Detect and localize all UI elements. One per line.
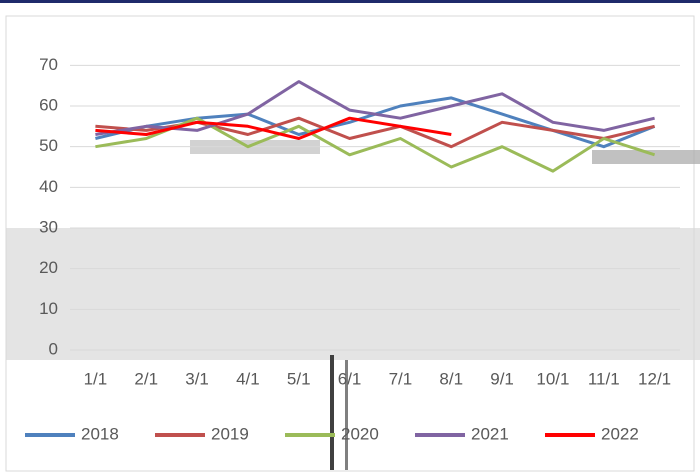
legend-label: 2022: [601, 424, 639, 443]
glitch-block: [592, 150, 700, 164]
series-line: [95, 116, 452, 140]
x-tick-label: 10/1: [536, 369, 569, 388]
glitch-block: [6, 228, 700, 360]
x-tick-label: 6/1: [338, 369, 362, 388]
glitch-bar: [345, 360, 348, 470]
y-tick-label: 70: [39, 55, 58, 74]
y-tick-label: 20: [39, 258, 58, 277]
x-tick-label: 5/1: [287, 369, 311, 388]
y-tick-label: 0: [49, 339, 58, 358]
y-tick-label: 60: [39, 95, 58, 114]
x-tick-label: 12/1: [638, 369, 671, 388]
x-tick-label: 8/1: [439, 369, 463, 388]
x-tick-label: 3/1: [185, 369, 209, 388]
x-tick-label: 4/1: [236, 369, 260, 388]
legend-label: 2018: [81, 424, 119, 443]
y-tick-label: 10: [39, 299, 58, 318]
y-tick-label: 50: [39, 136, 58, 155]
y-tick-label: 40: [39, 177, 58, 196]
y-tick-label: 30: [39, 217, 58, 236]
x-tick-label: 11/1: [588, 369, 620, 388]
series-line: [95, 80, 655, 136]
legend-label: 2019: [211, 424, 249, 443]
x-tick-label: 2/1: [134, 369, 158, 388]
x-tick-label: 9/1: [490, 369, 514, 388]
top-border: [0, 0, 700, 3]
series-line: [95, 116, 656, 173]
legend-label: 2020: [341, 424, 379, 443]
glitch-bar: [330, 355, 334, 470]
legend-label: 2021: [471, 424, 509, 443]
x-tick-label: 7/1: [389, 369, 413, 388]
x-tick-label: 1/1: [84, 369, 108, 388]
